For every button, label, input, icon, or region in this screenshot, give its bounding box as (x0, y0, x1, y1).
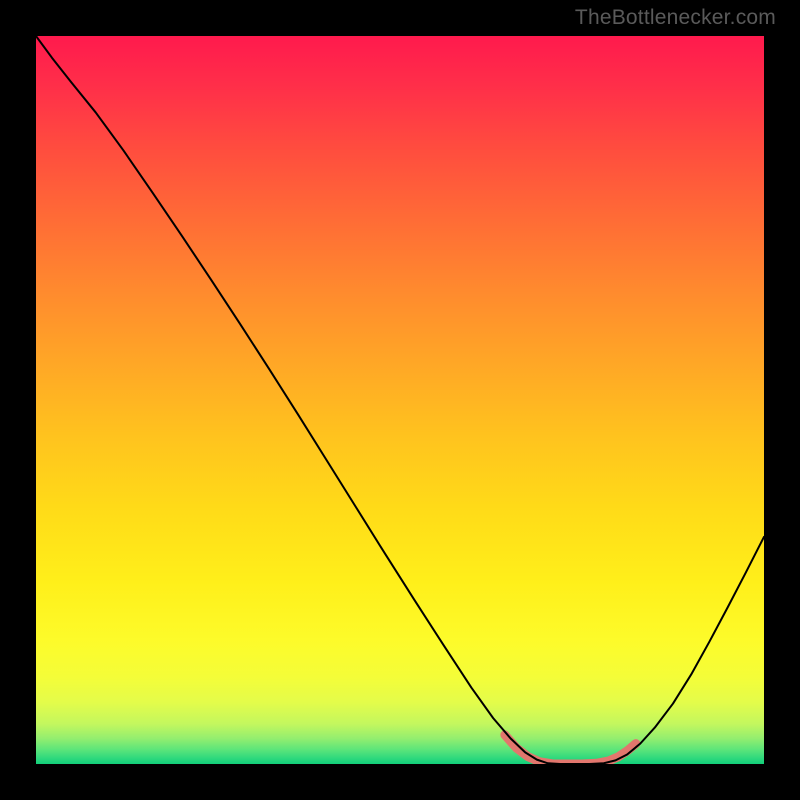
bottleneck-chart (36, 36, 764, 764)
chart-background (36, 36, 764, 764)
chart-svg (36, 36, 764, 764)
attribution-text: TheBottlenecker.com (575, 6, 776, 30)
